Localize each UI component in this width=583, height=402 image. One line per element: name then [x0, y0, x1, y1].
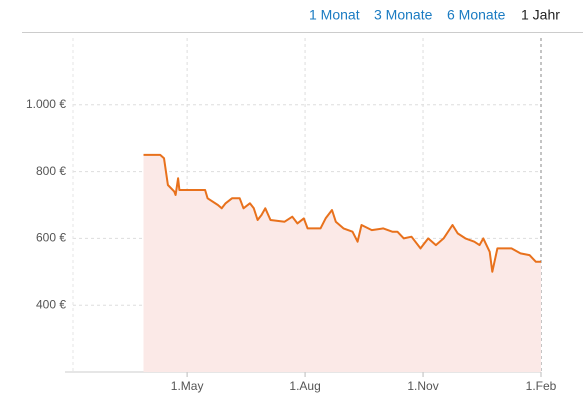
- range-button[interactable]: 3 Monate: [374, 7, 433, 23]
- range-button: 1 Jahr: [521, 7, 560, 23]
- y-tick-label: 1.000 €: [26, 97, 66, 111]
- x-tick-label: 1.Feb: [526, 379, 557, 393]
- price-line: [143, 153, 541, 273]
- x-tick-label: 1.Aug: [289, 379, 320, 393]
- y-tick-label: 600 €: [36, 231, 66, 245]
- range-button[interactable]: 6 Monate: [447, 7, 506, 23]
- range-button[interactable]: 1 Monat: [309, 7, 360, 23]
- x-tick-label: 1.Nov: [407, 379, 438, 393]
- area: [143, 154, 541, 372]
- y-tick-label: 400 €: [36, 297, 66, 311]
- y-tick-label: 800 €: [36, 164, 66, 178]
- x-tick-label: 1.May: [171, 379, 204, 393]
